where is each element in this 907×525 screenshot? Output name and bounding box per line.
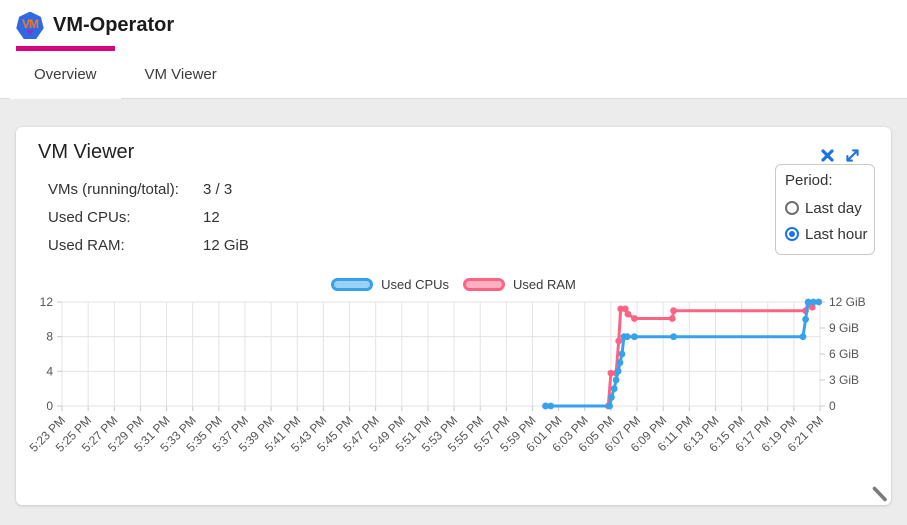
stat-row-ram: Used RAM: 12 GiB [48, 231, 249, 259]
svg-text:4: 4 [46, 364, 53, 378]
stat-label: Used RAM: [48, 236, 125, 254]
chart-legend: Used CPUs Used RAM [16, 274, 891, 294]
period-box: Period: Last day Last hour [775, 164, 875, 255]
svg-text:9 GiB: 9 GiB [829, 321, 859, 335]
tab-bar: Overview VM Viewer [0, 46, 907, 99]
main-content: VM Viewer VMs (ru [0, 127, 907, 505]
card-title: VM Viewer [38, 141, 135, 163]
chart-svg[interactable]: 5:23 PM5:25 PM5:27 PM5:29 PM5:31 PM5:33 … [16, 294, 891, 491]
radio-checked-icon[interactable] [785, 227, 799, 241]
active-tab-indicator [16, 46, 115, 51]
legend-label-ram: Used RAM [513, 276, 576, 292]
app-header: VM VM-Operator [0, 0, 907, 51]
stat-row-vms: VMs (running/total): 3 / 3 [48, 175, 249, 203]
svg-text:6 GiB: 6 GiB [829, 347, 859, 361]
legend-item-used-ram[interactable]: Used RAM [463, 277, 576, 292]
resize-handle[interactable] [871, 485, 889, 503]
vm-operator-logo-icon: VM [16, 11, 44, 39]
radio-last-day-label: Last day [805, 199, 862, 217]
stat-label: VMs (running/total): [48, 180, 179, 198]
radio-unchecked-icon[interactable] [785, 201, 799, 215]
app-title: VM-Operator [53, 14, 175, 36]
vm-viewer-card: VM Viewer VMs (ru [16, 127, 891, 505]
expand-icon [845, 148, 859, 162]
logo-chevron-icon [26, 29, 34, 35]
legend-swatch-ram-icon [463, 277, 506, 291]
svg-text:12 GiB: 12 GiB [829, 295, 866, 309]
logo-text: VM [22, 16, 39, 31]
svg-text:3 GiB: 3 GiB [829, 373, 859, 387]
card-header: VM Viewer [16, 127, 891, 163]
legend-swatch-cpus-icon [331, 277, 374, 291]
expand-button[interactable] [843, 146, 861, 164]
stat-value: 3 / 3 [203, 180, 233, 198]
stats-list: VMs (running/total): 3 / 3 Used CPUs: 12… [48, 175, 249, 274]
card-body: VMs (running/total): 3 / 3 Used CPUs: 12… [16, 163, 891, 274]
card-actions [818, 146, 861, 164]
resize-handle-icon [872, 486, 887, 502]
legend-item-used-cpus[interactable]: Used CPUs [331, 277, 449, 292]
period-label: Period: [785, 172, 833, 189]
stat-label: Used CPUs: [48, 208, 131, 226]
stat-value: 12 [203, 208, 220, 226]
radio-last-hour[interactable]: Last hour [785, 221, 868, 247]
svg-text:8: 8 [46, 330, 53, 344]
close-icon [820, 148, 834, 162]
tab-vm-viewer[interactable]: VM Viewer [121, 51, 241, 98]
stat-value: 12 GiB [203, 236, 249, 254]
tab-overview[interactable]: Overview [10, 46, 121, 99]
radio-last-hour-label: Last hour [805, 225, 868, 243]
close-button[interactable] [818, 146, 836, 164]
svg-text:0: 0 [46, 399, 53, 413]
legend-label-cpus: Used CPUs [381, 276, 450, 292]
tab-overview-label: Overview [34, 66, 97, 83]
stat-row-cpus: Used CPUs: 12 [48, 203, 249, 231]
svg-text:0: 0 [829, 399, 836, 413]
tab-vm-viewer-label: VM Viewer [144, 66, 217, 83]
svg-text:12: 12 [40, 295, 54, 309]
radio-last-day[interactable]: Last day [785, 195, 865, 221]
